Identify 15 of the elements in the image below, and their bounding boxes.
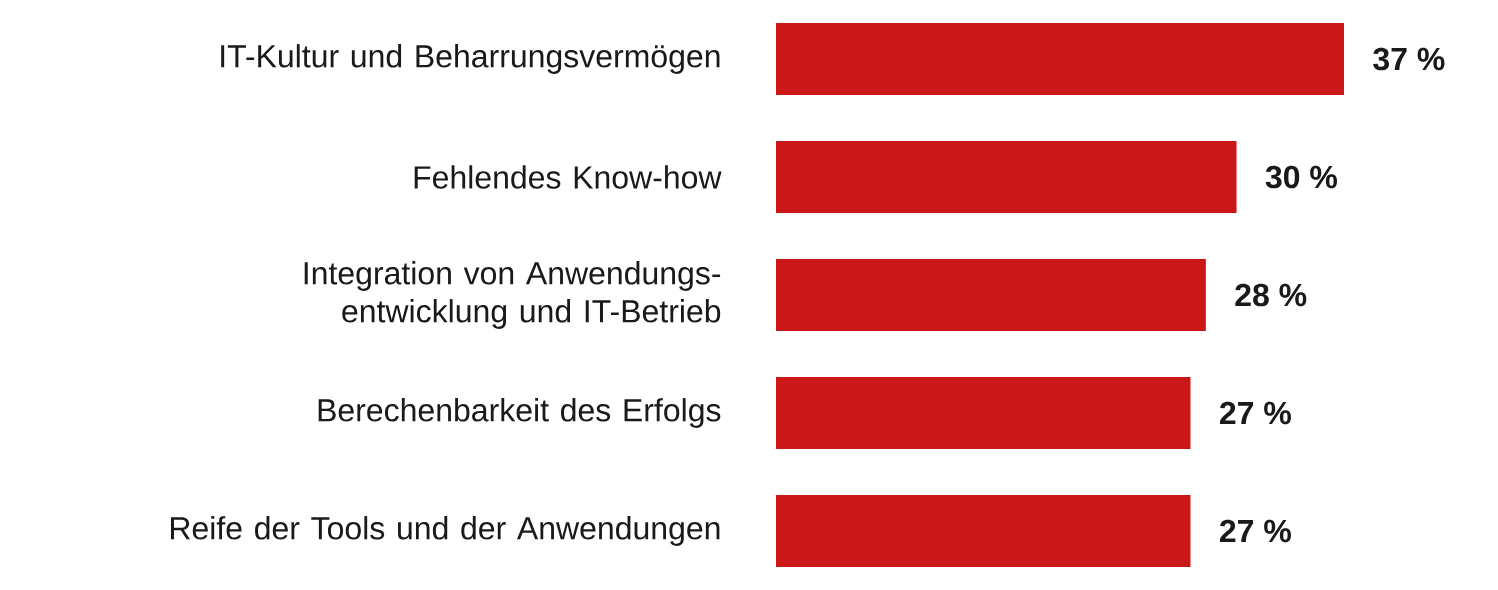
y-tick-label: Reife der Tools und der Anwendungen <box>170 516 720 546</box>
bar <box>776 377 1191 450</box>
y-tick-label: Berechenbarkeit des Erfolgs <box>318 398 721 428</box>
data-label: 37 % <box>1373 47 1445 71</box>
y-tick-label: IT-Kultur und Beharrungsvermögen <box>221 44 720 74</box>
data-label: 30 % <box>1265 165 1337 189</box>
bar <box>776 23 1344 96</box>
data-label: 27 % <box>1219 401 1291 425</box>
bar <box>776 259 1206 332</box>
data-label: 27 % <box>1219 519 1291 543</box>
y-tick-label: Fehlendes Know-how <box>414 165 722 189</box>
data-label: 28 % <box>1235 283 1307 307</box>
bar <box>776 141 1237 214</box>
y-tick-label: Integration von Anwendungs-entwicklung und IT-Betrieb <box>304 261 721 329</box>
bar <box>776 495 1191 567</box>
